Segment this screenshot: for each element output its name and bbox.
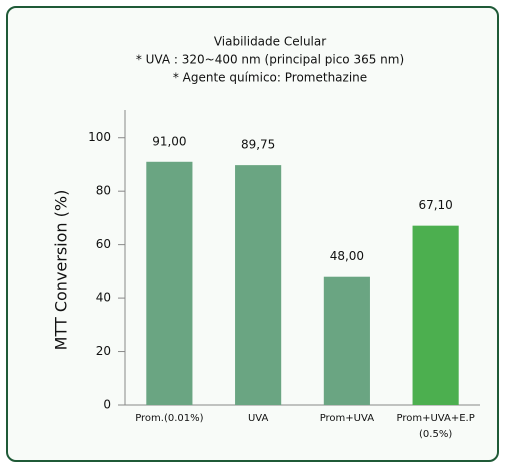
value-label: 91,00 <box>152 134 186 148</box>
chart-subtitle: * Agente químico: Promethazine <box>173 71 367 85</box>
bar <box>146 161 193 405</box>
value-label: 67,10 <box>418 198 452 212</box>
bar <box>235 165 282 405</box>
y-tick-label: 80 <box>96 184 111 198</box>
y-tick-label: 60 <box>96 237 111 251</box>
bar <box>323 276 370 405</box>
value-label: 48,00 <box>330 249 364 263</box>
y-tick-label: 0 <box>103 398 111 412</box>
bar <box>412 225 459 405</box>
x-tick-label: Prom+UVA+E.P (0.5%) <box>396 413 475 440</box>
x-tick-label: UVA <box>247 413 269 424</box>
chart-subtitle: * UVA : 320~400 nm (principal pico 365 n… <box>136 53 404 67</box>
y-tick-label: 100 <box>88 130 111 144</box>
y-tick-label: 20 <box>96 344 111 358</box>
y-axis-label: MTT Conversion (%) <box>52 190 71 351</box>
y-tick-label: 40 <box>96 291 111 305</box>
x-tick-label: Prom+UVA <box>319 413 375 424</box>
value-label: 89,75 <box>241 138 275 152</box>
chart-title: Viabilidade Celular <box>214 35 326 49</box>
x-tick-label: Prom.(0.01%) <box>135 413 204 424</box>
